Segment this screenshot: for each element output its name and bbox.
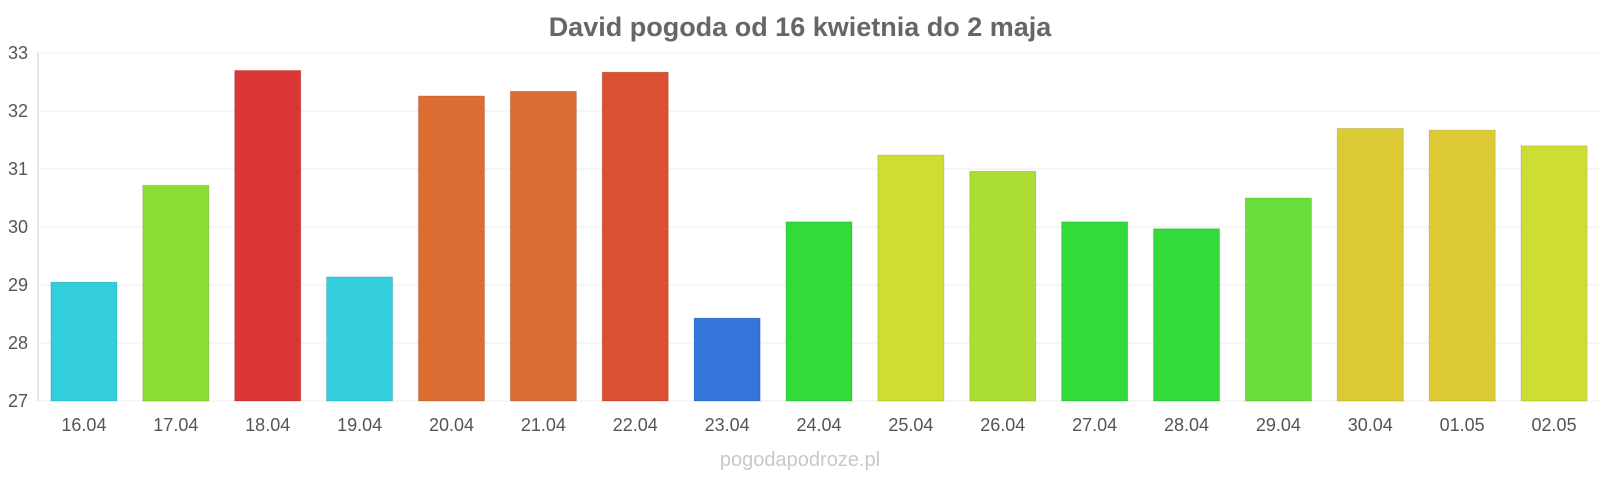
bar-30.04 xyxy=(1336,127,1404,402)
x-tick-label: 16.04 xyxy=(61,415,106,435)
x-tick-label: 25.04 xyxy=(888,415,933,435)
x-tick-label: 24.04 xyxy=(796,415,841,435)
y-tick-label: 32 xyxy=(8,101,28,121)
x-tick-label: 29.04 xyxy=(1256,415,1301,435)
y-tick-label: 27 xyxy=(8,391,28,411)
x-tick-label: 30.04 xyxy=(1348,415,1393,435)
x-tick-label: 21.04 xyxy=(521,415,566,435)
x-tick-label: 20.04 xyxy=(429,415,474,435)
bars xyxy=(50,69,1588,402)
y-tick-label: 28 xyxy=(8,333,28,353)
y-tick-label: 33 xyxy=(8,43,28,63)
bar-24.04 xyxy=(785,221,853,402)
bar-22.04 xyxy=(601,71,669,402)
bar-26.04 xyxy=(969,170,1037,402)
bar-20.04 xyxy=(417,95,486,402)
y-tick-label: 29 xyxy=(8,275,28,295)
x-tick-label: 22.04 xyxy=(613,415,658,435)
y-tick-label: 30 xyxy=(8,217,28,237)
x-tick-label: 02.05 xyxy=(1532,415,1577,435)
watermark: pogodapodroze.pl xyxy=(719,449,881,471)
bar-21.04 xyxy=(509,90,577,402)
bar-23.04 xyxy=(693,317,761,402)
x-tick-label: 01.05 xyxy=(1440,415,1485,435)
bar-02.05 xyxy=(1520,145,1588,402)
bar-01.05 xyxy=(1428,129,1496,402)
x-axis-ticks: 16.04 17.04 18.04 19.04 20.04 21.04 22.04 23.04… xyxy=(61,415,1576,435)
x-tick-label: 17.04 xyxy=(153,415,198,435)
bar-16.04 xyxy=(50,281,118,402)
bar-17.04 xyxy=(142,184,210,402)
x-tick-label: 18.04 xyxy=(245,415,290,435)
y-tick-label: 31 xyxy=(8,159,28,179)
x-tick-label: 27.04 xyxy=(1072,415,1117,435)
bar-29.04 xyxy=(1244,197,1312,402)
y-axis-ticks: 27 28 29 30 31 32 33 xyxy=(8,43,28,411)
bar-27.04 xyxy=(1061,221,1129,402)
bar-28.04 xyxy=(1152,228,1221,402)
chart-title: David pogoda od 16 kwietnia do 2 maja xyxy=(549,12,1053,42)
x-tick-label: 28.04 xyxy=(1164,415,1209,435)
x-tick-label: 19.04 xyxy=(337,415,382,435)
x-tick-label: 23.04 xyxy=(705,415,750,435)
x-tick-label: 26.04 xyxy=(980,415,1025,435)
bar-19.04 xyxy=(326,276,394,402)
bar-18.04 xyxy=(234,69,302,402)
bar-25.04 xyxy=(877,154,945,402)
